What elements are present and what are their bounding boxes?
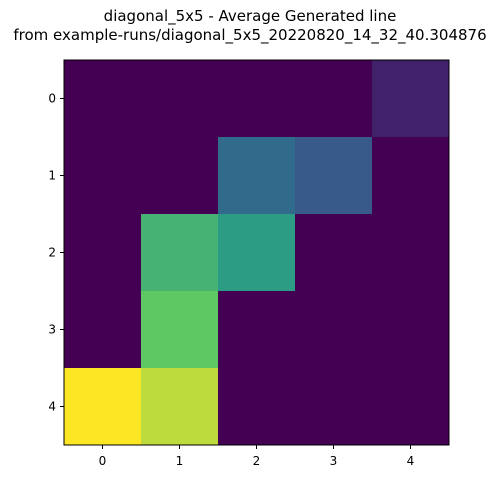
- heatmap-cell-r3-c1: [141, 291, 219, 369]
- heatmap-cell-r2-c1: [141, 214, 219, 292]
- heatmap-cells: [64, 60, 450, 446]
- heatmap-cell-r4-c0: [64, 368, 142, 446]
- heatmap-cell-r4-c3: [295, 368, 373, 446]
- y-tick-label: 3: [48, 323, 56, 337]
- y-tick-label: 1: [48, 169, 56, 183]
- heatmap-cell-r4-c1: [141, 368, 219, 446]
- heatmap-cell-r3-c4: [372, 291, 450, 369]
- heatmap-cell-r0-c1: [141, 60, 219, 138]
- heatmap-cell-r0-c3: [295, 60, 373, 138]
- y-tick-label: 2: [48, 246, 56, 260]
- heatmap-cell-r3-c0: [64, 291, 142, 369]
- heatmap-cell-r2-c4: [372, 214, 450, 292]
- x-tick-label: 2: [253, 454, 261, 468]
- y-tick-label: 0: [48, 92, 56, 106]
- heatmap-cell-r0-c2: [218, 60, 296, 138]
- heatmap-cell-r4-c4: [372, 368, 450, 446]
- heatmap-cell-r1-c2: [218, 137, 296, 215]
- x-tick-label: 0: [99, 454, 107, 468]
- heatmap-cell-r4-c2: [218, 368, 296, 446]
- x-tick-label: 4: [407, 454, 415, 468]
- heatmap-cell-r1-c4: [372, 137, 450, 215]
- heatmap-cell-r1-c0: [64, 137, 142, 215]
- y-tick-label: 4: [48, 400, 56, 414]
- heatmap-cell-r3-c3: [295, 291, 373, 369]
- heatmap-cell-r0-c0: [64, 60, 142, 138]
- heatmap-cell-r1-c3: [295, 137, 373, 215]
- x-axis: 0 1 2 3 4: [99, 445, 415, 468]
- heatmap-cell-r2-c0: [64, 214, 142, 292]
- chart-title: diagonal_5x5 - Average Generated line: [103, 7, 397, 25]
- x-tick-label: 1: [176, 454, 184, 468]
- heatmap-cell-r3-c2: [218, 291, 296, 369]
- heatmap-cell-r2-c2: [218, 214, 296, 292]
- y-axis: 0 1 2 3 4: [48, 92, 64, 414]
- heatmap-cell-r2-c3: [295, 214, 373, 292]
- heatmap-cell-r0-c4: [372, 60, 450, 138]
- x-tick-label: 3: [330, 454, 338, 468]
- chart-subtitle: from example-runs/diagonal_5x5_20220820_…: [13, 26, 487, 44]
- heatmap-cell-r1-c1: [141, 137, 219, 215]
